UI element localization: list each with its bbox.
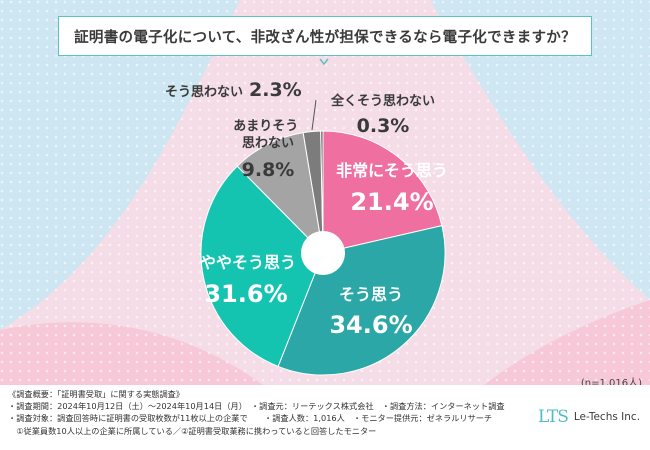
slice-somewhat-agree [200,165,324,368]
company-logo: LTS Le-Techs Inc. [538,407,640,427]
slice-disagree-somewhat [236,132,324,255]
slice-label-somewhat-agree: ややそう思う [200,253,296,272]
note-line: ・調査対象：調査回答時に証明書の受取枚数が11枚以上の企業で ・調査人数：1,0… [8,413,493,424]
note-line: 《調査概要：「証明書受取」に関する実態調査》 [8,389,185,399]
slice-label-agree: そう思う [339,285,403,304]
survey-notes: 《調査概要：「証明書受取」に関する実態調査》 ・調査期間：2024年10月12日… [8,388,505,437]
slice-label-very-agree: 非常にそう思う [336,161,448,180]
note-line: ①従業員数10人以上の企業に所属している／②証明書受取業務に携わっていると回答し… [8,425,377,436]
slice-value-somewhat-agree: 31.6% [204,280,287,308]
slice-value-strongly-disagree: 0.3% [357,115,410,137]
note-line: ・調査期間：2024年10月12日（土）～2024年10月14日（月） ・調査元… [8,401,505,412]
survey-info-panel: 《調査概要：「証明書受取」に関する実態調査》 ・調査期間：2024年10月12日… [0,385,650,450]
leader-line [311,99,317,131]
slice-label-disagree-somewhat: あまりそう 思わない [233,119,303,151]
slice-label-strongly-disagree: 全くそう思わない [330,93,435,109]
pie-center-hole [301,231,345,275]
sample-size: (n=1,016人) [580,378,642,389]
slice-value-agree: 34.6% [329,311,412,339]
slice-value-very-agree: 21.4% [350,188,433,216]
slice-label-disagree: そう思わない 2.3% [165,79,302,101]
chevron-down-icon [319,58,329,66]
chart-title: 証明書の電子化について、非改ざん性が担保できるなら電子化できますか？ [58,16,592,56]
logo-name: Le-Techs Inc. [573,411,641,423]
logo-mark: LTS [538,407,569,427]
slice-value-disagree-somewhat: 9.8% [242,159,295,181]
slice-strongly-disagree [320,130,324,254]
slice-very-agree [322,130,443,254]
